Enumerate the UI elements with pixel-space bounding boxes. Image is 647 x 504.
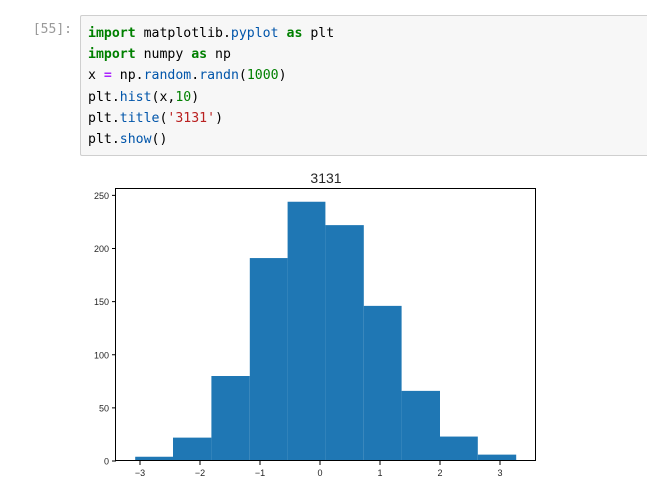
histogram-bar <box>211 376 250 461</box>
y-tick-label: 0 <box>104 457 109 467</box>
y-axis-ticks: 0 50 100 150 200 250 <box>94 191 116 467</box>
x-tick-label: −1 <box>255 468 265 478</box>
code-token: show <box>119 132 152 148</box>
code-token: x <box>88 68 104 84</box>
code-token: np <box>207 47 231 63</box>
x-tick-label: −3 <box>135 468 145 478</box>
code-line: plt.show() <box>88 129 647 150</box>
x-tick-label: 1 <box>377 468 382 478</box>
code-token: plt <box>302 26 335 41</box>
code-token: matplotlib. <box>135 26 231 41</box>
code-token: numpy <box>135 47 192 63</box>
code-token: ( <box>159 110 168 126</box>
y-tick-label: 200 <box>94 244 109 254</box>
histogram-bar <box>325 225 364 461</box>
code-token: ) <box>191 89 200 105</box>
y-tick-label: 50 <box>99 403 109 413</box>
code-token: as <box>286 26 303 41</box>
y-tick-label: 100 <box>94 350 109 360</box>
histogram-bar <box>401 390 440 461</box>
histogram-bar <box>477 454 517 461</box>
code-line: x = np.random.randn(1000) <box>88 65 647 86</box>
chart-title: 3131 <box>310 170 341 186</box>
code-token: pyplot <box>230 26 279 41</box>
x-tick-label: 2 <box>437 468 442 478</box>
histogram-chart: 3131 0 50 100 150 200 250 −3 −2 −1 0 1 2 3 <box>94 170 536 478</box>
code-token: plt. <box>88 110 120 126</box>
code-line: import numpy as np <box>88 44 647 65</box>
code-token: as <box>191 47 208 63</box>
code-token: random <box>143 68 192 84</box>
y-tick-label: 150 <box>94 297 109 307</box>
code-cell-editor[interactable]: import matplotlib.pyplot as plt import nu… <box>80 15 647 156</box>
histogram-bar <box>440 436 478 461</box>
y-tick-label: 250 <box>94 191 109 201</box>
code-token: title <box>119 110 160 126</box>
bars-group <box>135 201 517 461</box>
code-lines: import matplotlib.pyplot as plt import nu… <box>88 23 647 150</box>
code-token: plt. <box>88 89 120 105</box>
code-token: import <box>88 26 136 41</box>
code-token: randn <box>199 68 239 84</box>
code-token: '3131' <box>167 110 216 126</box>
histogram-bar <box>173 437 212 461</box>
x-tick-label: 3 <box>497 468 502 478</box>
histogram-bar <box>363 305 402 461</box>
code-token <box>279 26 287 41</box>
code-token: (x, <box>151 89 176 105</box>
code-token: import <box>88 47 136 63</box>
histogram-bar <box>135 456 173 461</box>
x-axis-ticks: −3 −2 −1 0 1 2 3 <box>135 461 503 478</box>
code-token: 1000 <box>246 68 279 84</box>
cell-prompt: [55]: <box>32 22 72 37</box>
code-token: 10 <box>175 89 192 105</box>
x-tick-label: 0 <box>317 468 322 478</box>
code-token: ( <box>238 68 247 84</box>
code-token: ) <box>278 68 287 84</box>
histogram-bar <box>249 258 288 461</box>
code-token: plt. <box>88 132 120 148</box>
code-line: plt.hist(x,10) <box>88 87 647 108</box>
code-token: ) <box>215 110 224 126</box>
code-line: plt.title('3131') <box>88 108 647 129</box>
code-token: . <box>191 68 200 84</box>
histogram-output: 3131 0 50 100 150 200 250 −3 −2 −1 0 1 2 3 <box>80 160 560 500</box>
code-token: np. <box>111 68 144 84</box>
histogram-bar <box>287 201 326 461</box>
axes-frame <box>115 188 536 461</box>
code-token: () <box>151 132 168 148</box>
code-line: import matplotlib.pyplot as plt <box>88 23 647 44</box>
code-token: = <box>103 68 112 84</box>
x-tick-label: −2 <box>195 468 205 478</box>
code-token: hist <box>119 89 152 105</box>
